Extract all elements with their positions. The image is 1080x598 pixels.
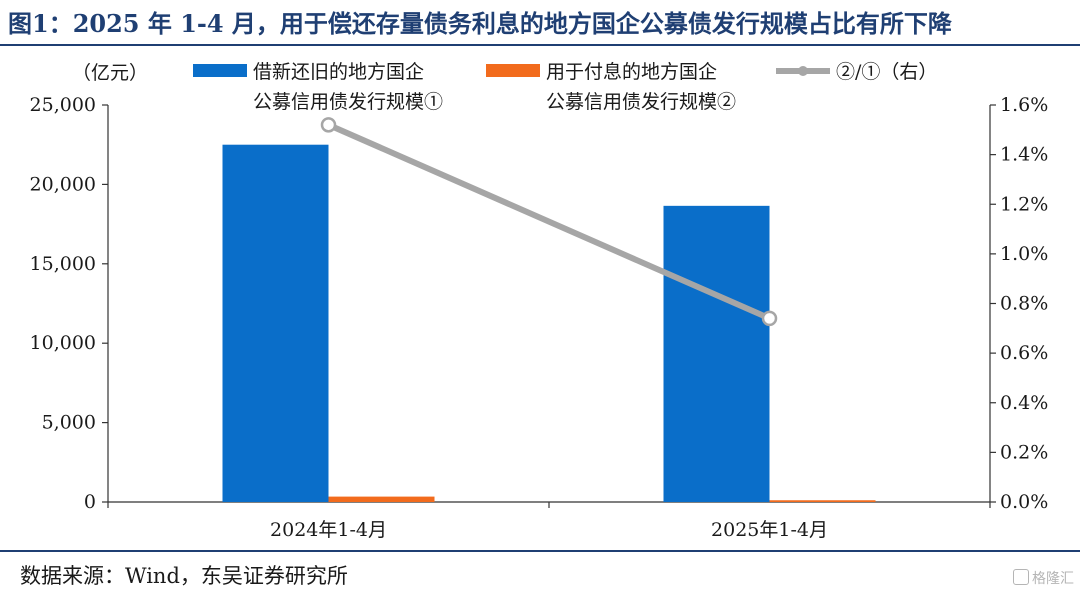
legend-label: ②/①（右） xyxy=(836,61,937,83)
data-source-note: 数据来源：Wind，东吴证券研究所 xyxy=(20,564,348,588)
y-right-tick-label: 1.6% xyxy=(1000,94,1048,116)
watermark-text: 格隆汇 xyxy=(1032,571,1074,587)
x-tick-label: 2025年1-4月 xyxy=(711,519,828,541)
bar-refinancing xyxy=(663,205,770,502)
y-left-tick-label: 25,000 xyxy=(30,94,96,116)
legend-label: 借新还旧的地方国企 xyxy=(253,61,424,83)
chart-bars xyxy=(222,144,876,502)
ratio-line xyxy=(325,121,773,322)
y-right-tick-label: 1.4% xyxy=(1000,144,1048,166)
y-right-tick-label: 0.0% xyxy=(1000,491,1048,513)
y-left-tick-label: 15,000 xyxy=(30,253,96,275)
y-left-tick-label: 20,000 xyxy=(30,173,96,195)
y-right-tick-label: 1.0% xyxy=(1000,243,1048,265)
source-divider xyxy=(0,550,1080,552)
chart-line-series xyxy=(320,117,778,327)
bar-interest-payment xyxy=(769,500,876,502)
y-left-unit-label: （亿元） xyxy=(72,62,148,84)
figure-title: 图1：2025 年 1-4 月，用于偿还存量债务利息的地方国企公募债发行规模占比… xyxy=(8,9,952,38)
y-right-tick-label: 0.2% xyxy=(1000,441,1048,463)
y-right-tick-label: 0.8% xyxy=(1000,293,1048,315)
legend-label: 公募信用债发行规模② xyxy=(546,91,736,113)
bar-refinancing xyxy=(222,144,329,502)
legend-label: 公募信用债发行规模① xyxy=(253,91,443,113)
watermark-logo-icon xyxy=(1013,569,1029,585)
y-right-tick-label: 1.2% xyxy=(1000,193,1048,215)
y-right-tick-label: 0.6% xyxy=(1000,342,1048,364)
ratio-point xyxy=(320,117,337,133)
y-left-tick-label: 10,000 xyxy=(30,332,96,354)
legend-swatch xyxy=(486,64,540,77)
y-left-tick-label: 0 xyxy=(84,491,96,513)
legend-swatch xyxy=(193,64,247,77)
x-tick-label: 2024年1-4月 xyxy=(270,519,387,541)
legend-swatch-marker xyxy=(798,66,808,76)
legend-label: 用于付息的地方国企 xyxy=(546,61,717,83)
chart-axes: 0 5,000 10,000 15,000 20,000 25,000 0.0% 0.2% 0.… xyxy=(30,62,1049,541)
title-divider xyxy=(0,44,1080,46)
y-right-tick-label: 0.4% xyxy=(1000,392,1048,414)
bar-interest-payment xyxy=(328,496,435,502)
ratio-point xyxy=(761,310,778,327)
y-left-tick-label: 5,000 xyxy=(42,412,96,434)
watermark: 格隆汇 xyxy=(1013,568,1074,588)
